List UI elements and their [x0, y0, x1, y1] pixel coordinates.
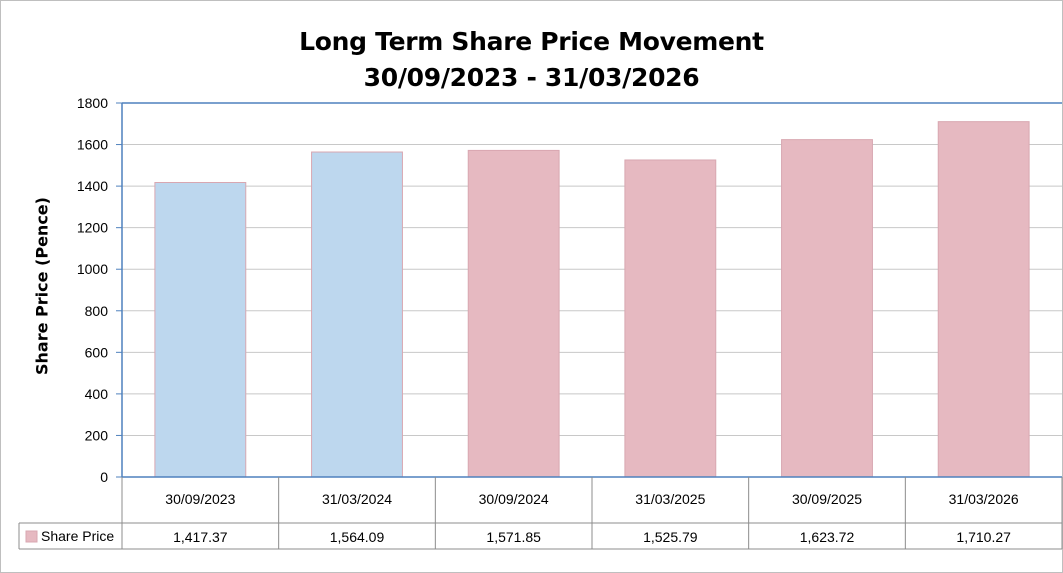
y-tick-label: 200 — [85, 427, 109, 443]
bar — [311, 151, 403, 478]
y-tick-label: 600 — [85, 344, 109, 360]
data-table-value: 1,525.79 — [643, 529, 698, 545]
bar — [154, 182, 247, 478]
bar — [467, 149, 560, 478]
data-table-value: 1,710.27 — [956, 529, 1011, 545]
data-table-value: 1,623.72 — [800, 529, 855, 545]
x-tick-label: 31/03/2024 — [322, 491, 392, 507]
legend-swatch — [25, 530, 38, 543]
x-tick-label: 30/09/2025 — [792, 491, 862, 507]
data-table-value: 1,417.37 — [173, 529, 228, 545]
x-tick-label: 30/09/2024 — [479, 491, 549, 507]
chart-title: Long Term Share Price Movement — [299, 27, 764, 56]
y-tick-label: 400 — [85, 386, 109, 402]
chart-subtitle: 30/09/2023 - 31/03/2026 — [363, 63, 700, 92]
legend-label: Share Price — [41, 528, 114, 544]
y-tick-label: 800 — [85, 303, 109, 319]
bar — [937, 121, 1030, 478]
y-tick-label: 1800 — [77, 95, 108, 111]
x-tick-label: 31/03/2026 — [949, 491, 1019, 507]
y-tick-label: 1000 — [77, 261, 108, 277]
bar — [781, 139, 873, 478]
y-tick-label: 0 — [100, 469, 108, 485]
y-tick-label: 1600 — [77, 137, 108, 153]
bar — [624, 159, 717, 478]
x-tick-label: 31/03/2025 — [635, 491, 705, 507]
data-table-value: 1,564.09 — [330, 529, 385, 545]
data-table-value: 1,571.85 — [486, 529, 541, 545]
y-tick-label: 1400 — [77, 178, 108, 194]
x-tick-label: 30/09/2023 — [165, 491, 235, 507]
y-tick-label: 1200 — [77, 220, 108, 236]
